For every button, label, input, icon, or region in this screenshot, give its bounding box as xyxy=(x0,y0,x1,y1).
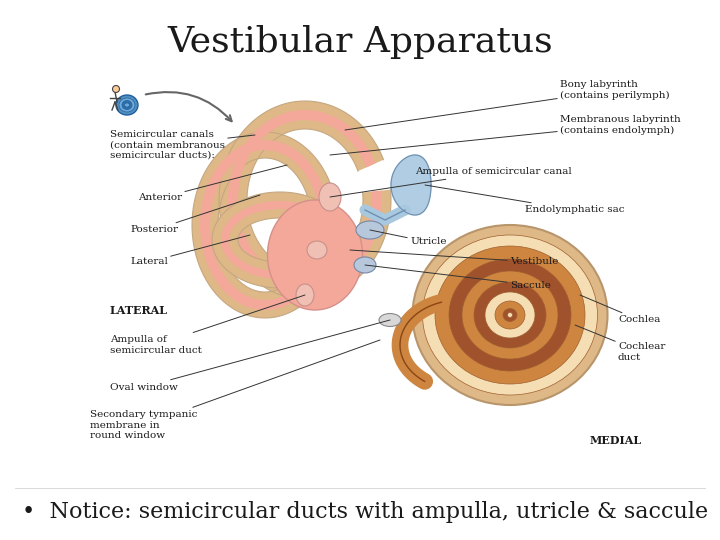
Text: Oval window: Oval window xyxy=(110,320,390,392)
Ellipse shape xyxy=(112,85,120,92)
Ellipse shape xyxy=(379,314,401,327)
Text: Vestibule: Vestibule xyxy=(350,250,559,267)
Text: Lateral: Lateral xyxy=(130,235,250,267)
Text: Secondary tympanic
membrane in
round window: Secondary tympanic membrane in round win… xyxy=(90,340,380,440)
Text: Utricle: Utricle xyxy=(370,230,446,246)
Text: Posterior: Posterior xyxy=(130,195,260,234)
Ellipse shape xyxy=(495,301,525,329)
Ellipse shape xyxy=(449,259,571,371)
Ellipse shape xyxy=(356,221,384,239)
Polygon shape xyxy=(228,110,382,290)
Text: Cochlea: Cochlea xyxy=(580,295,660,325)
Ellipse shape xyxy=(508,313,513,318)
Ellipse shape xyxy=(474,282,546,348)
Ellipse shape xyxy=(116,95,138,115)
Text: Cochlear
duct: Cochlear duct xyxy=(575,325,665,362)
Ellipse shape xyxy=(119,98,135,112)
Text: •  Notice: semicircular ducts with ampulla, utricle & saccule: • Notice: semicircular ducts with ampull… xyxy=(22,501,708,523)
Text: Semicircular canals
(contain membranous
semicircular ducts):: Semicircular canals (contain membranous … xyxy=(110,130,255,160)
Text: MEDIAL: MEDIAL xyxy=(590,435,642,446)
Text: Bony labyrinth
(contains perilymph): Bony labyrinth (contains perilymph) xyxy=(345,80,670,130)
Polygon shape xyxy=(221,201,339,279)
Ellipse shape xyxy=(462,271,558,359)
Ellipse shape xyxy=(307,241,327,259)
Ellipse shape xyxy=(122,100,132,110)
Polygon shape xyxy=(219,101,391,299)
Text: Saccule: Saccule xyxy=(365,265,551,289)
Ellipse shape xyxy=(354,257,376,273)
Ellipse shape xyxy=(435,246,585,384)
Text: Endolymphatic sac: Endolymphatic sac xyxy=(425,185,624,214)
Ellipse shape xyxy=(296,284,314,306)
Ellipse shape xyxy=(319,183,341,211)
Text: Vestibular Apparatus: Vestibular Apparatus xyxy=(167,25,553,59)
Text: Ampulla of semicircular canal: Ampulla of semicircular canal xyxy=(330,167,572,197)
Ellipse shape xyxy=(485,292,535,338)
Polygon shape xyxy=(200,140,330,310)
Text: Membranous labyrinth
(contains endolymph): Membranous labyrinth (contains endolymph… xyxy=(330,115,680,155)
Ellipse shape xyxy=(268,200,362,310)
Ellipse shape xyxy=(125,103,130,107)
Ellipse shape xyxy=(413,225,608,405)
Text: Ampulla of
semicircular duct: Ampulla of semicircular duct xyxy=(110,295,305,355)
Polygon shape xyxy=(192,132,338,318)
Polygon shape xyxy=(212,192,348,288)
Polygon shape xyxy=(391,155,431,215)
Ellipse shape xyxy=(503,308,517,321)
Text: Anterior: Anterior xyxy=(138,165,287,202)
Text: LATERAL: LATERAL xyxy=(110,305,168,315)
Ellipse shape xyxy=(423,235,598,395)
